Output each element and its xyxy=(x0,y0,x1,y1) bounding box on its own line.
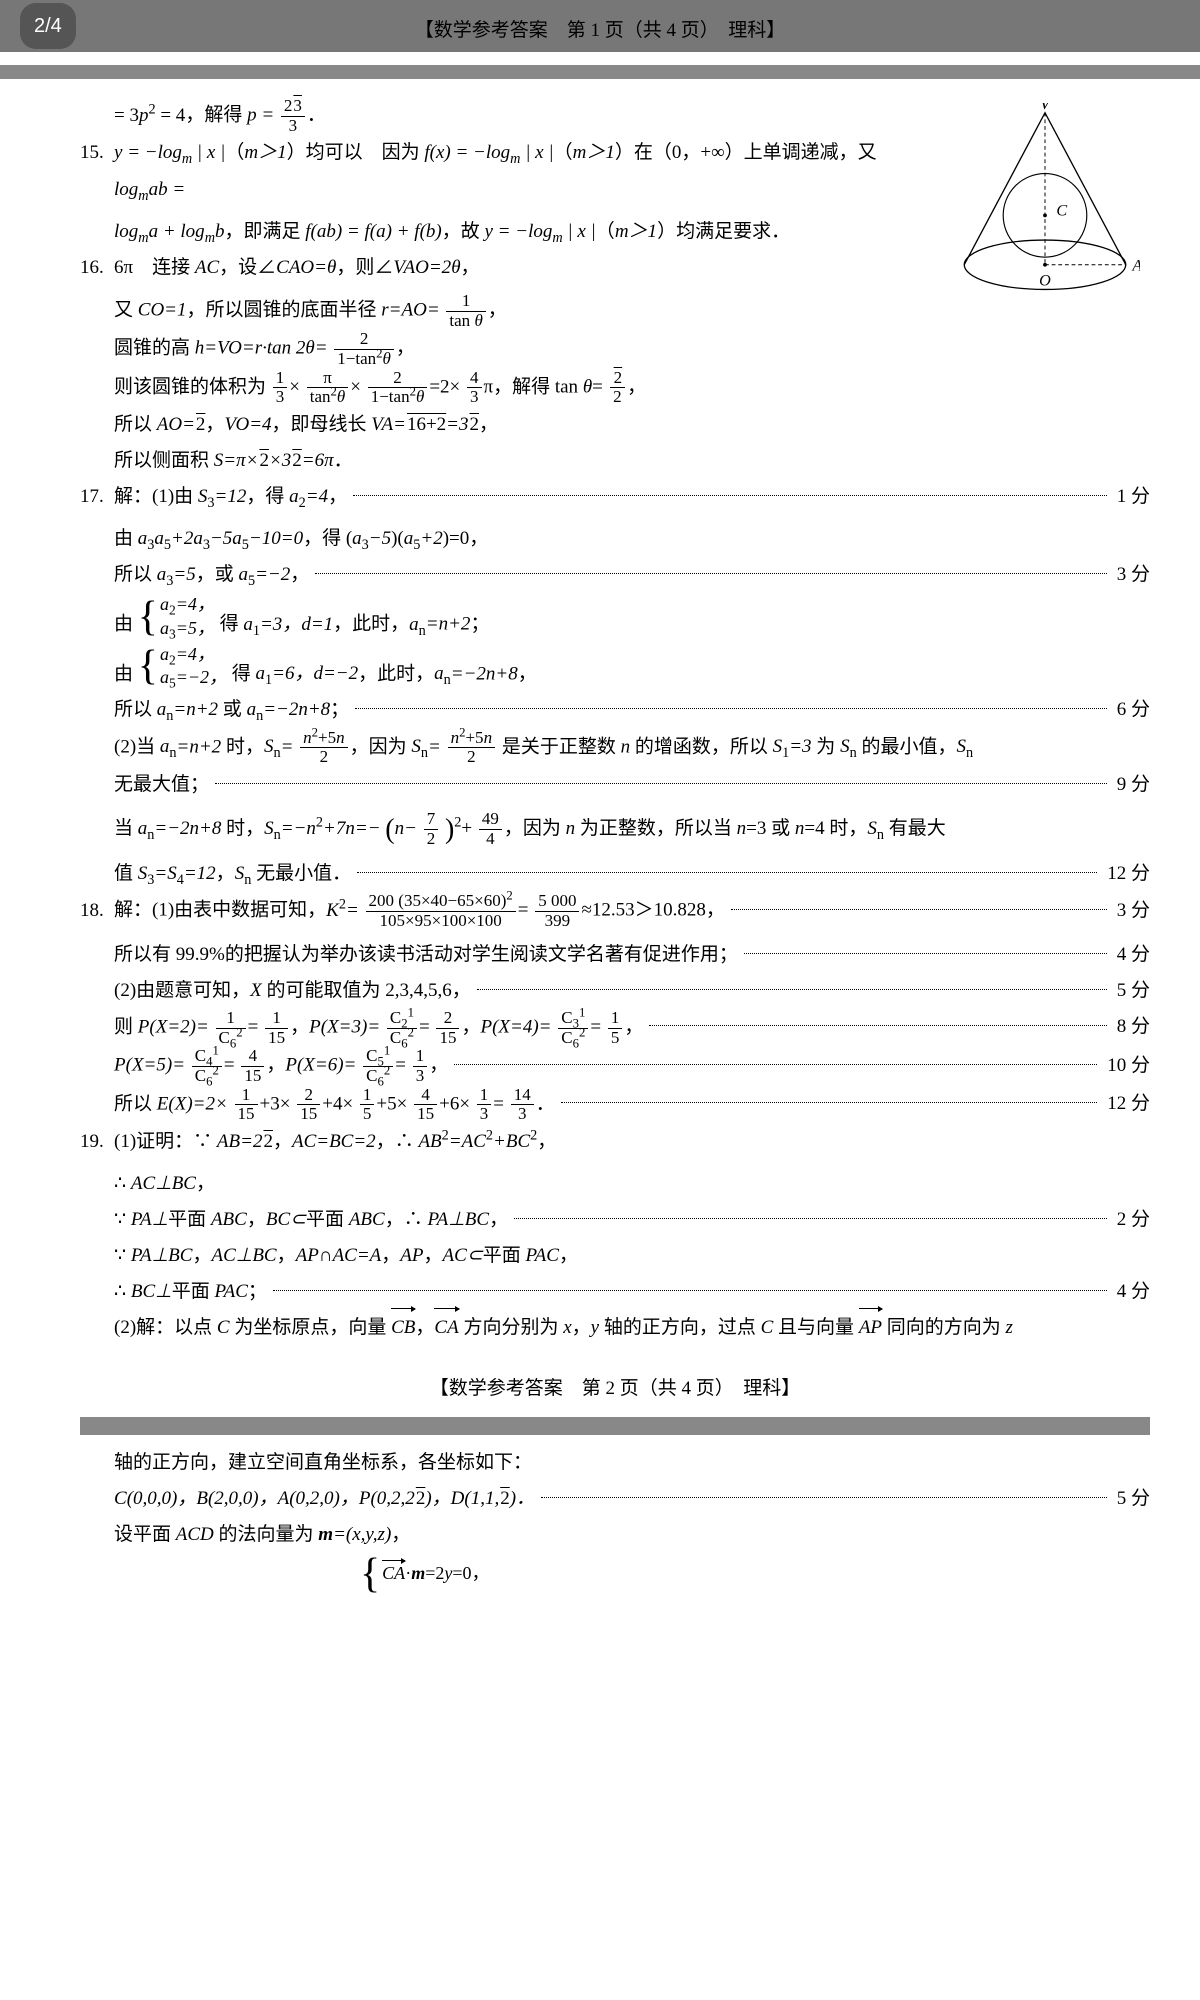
q16-c: 圆锥的高 h=VO=r·tan 2θ= 21−tan2θ， xyxy=(80,330,1150,368)
gray-strip-mid xyxy=(80,1417,1150,1435)
q18-c: (2)由题意可知，X 的可能取值为 2,3,4,5,6， 5 分 xyxy=(80,973,1150,1009)
svg-text:A: A xyxy=(1131,258,1140,275)
cone-diagram: V C O A xyxy=(950,103,1140,303)
q19-e: ∴ BC⊥平面 PAC； 4 分 xyxy=(80,1274,1150,1310)
q18-d: 则 P(X=2)= 1C62= 115，P(X=3)= C21C62= 215，… xyxy=(80,1009,1150,1047)
q17-d: 由 { a2=4，a3=5， 得 a1=3，d=1，此时，an=n+2； xyxy=(80,593,1150,642)
q17-c: 所以 a3=5，或 a5=−2， 3 分 xyxy=(80,557,1150,593)
q19-b: ∴ AC⊥BC， xyxy=(80,1166,1150,1202)
q18-a: 18. 解：(1)由表中数据可知，K2= 200 (35×40−65×60)21… xyxy=(80,892,1150,930)
q20-d: { CA·m=2y=0， xyxy=(80,1553,1150,1600)
q17-b: 由 a3a5+2a3−5a5−10=0，得 (a3−5)(a5+2)=0， xyxy=(80,521,1150,557)
svg-text:O: O xyxy=(1039,273,1051,290)
q18-e: P(X=5)= C41C62= 415，P(X=6)= C51C62= 13， … xyxy=(80,1047,1150,1085)
q16: 16. 6π 连接 AC，设∠CAO=θ，则∠VAO=2θ， xyxy=(80,250,934,286)
q16-e: 所以 AO=2，VO=4，即母线长 VA=16+2=32， xyxy=(80,407,1150,443)
q17-e: 由 { a2=4，a5=−2， 得 a1=6，d=−2，此时，an=−2n+8， xyxy=(80,643,1150,692)
q17-f: 所以 an=n+2 或 an=−2n+8； 6 分 xyxy=(80,692,1150,728)
q20-b: C(0,0,0)，B(2,0,0)，A(0,2,0)，P(0,2,22)，D(1… xyxy=(80,1481,1150,1517)
q20-a: 轴的正方向，建立空间直角坐标系，各坐标如下： xyxy=(80,1445,1150,1481)
q17-h: 无最大值； 9 分 xyxy=(80,767,1150,803)
q17-1: 17. 解：(1)由 S3=12，得 a2=4， 1 分 xyxy=(80,479,1150,515)
q17-g: (2)当 an=n+2 时，Sn= n2+5n2，因为 Sn= n2+5n2 是… xyxy=(80,729,1150,767)
q18-f: 所以 E(X)=2× 115+3× 215+4× 15+5× 415+6× 13… xyxy=(80,1086,1150,1124)
page-content: V C O A = 3p2 = 4，解得 p = 233． 15. y = −l… xyxy=(0,79,1200,1600)
q15: 15. y = −logm | x |（m＞1）均可以 因为 f(x) = −l… xyxy=(80,135,934,207)
q19-f: (2)解：以点 C 为坐标原点，向量 CB，CA 方向分别为 x，y 轴的正方向… xyxy=(80,1310,1150,1346)
q18-b: 所以有 99.9%的把握认为举办该读书活动对学生阅读文学名著有促进作用； 4 分 xyxy=(80,937,1150,973)
gray-strip-top xyxy=(0,65,1200,79)
q17-j: 值 S3=S4=12，Sn 无最小值． 12 分 xyxy=(80,856,1150,892)
q17-i: 当 an=−2n+8 时，Sn=−n2+7n=− (n− 72 )2+ 494，… xyxy=(80,803,1150,856)
header-top: 【数学参考答案 第 1 页（共 4 页） 理科】 xyxy=(415,20,786,41)
q16-f: 所以侧面积 S=π×2×32=6π． xyxy=(80,443,1150,479)
svg-text:V: V xyxy=(1040,103,1053,113)
q16-d: 则该圆锥的体积为 13× πtan2θ× 21−tan2θ=2× 43π，解得 … xyxy=(80,369,1150,407)
q19-d: ∵ PA⊥BC，AC⊥BC，AP∩AC=A，AP，AC⊂平面 PAC， xyxy=(80,1238,1150,1274)
q19-a: 19. (1)证明：∵ AB=22，AC=BC=2，∴ AB2=AC2+BC2， xyxy=(80,1124,1150,1160)
header-mid: 【数学参考答案 第 2 页（共 4 页） 理科】 xyxy=(80,1371,1150,1407)
svg-text:C: C xyxy=(1056,202,1067,219)
q20-c: 设平面 ACD 的法向量为 m=(x,y,z)， xyxy=(80,1517,1150,1553)
q19-c: ∵ PA⊥平面 ABC，BC⊂平面 ABC，∴ PA⊥BC， 2 分 xyxy=(80,1202,1150,1238)
